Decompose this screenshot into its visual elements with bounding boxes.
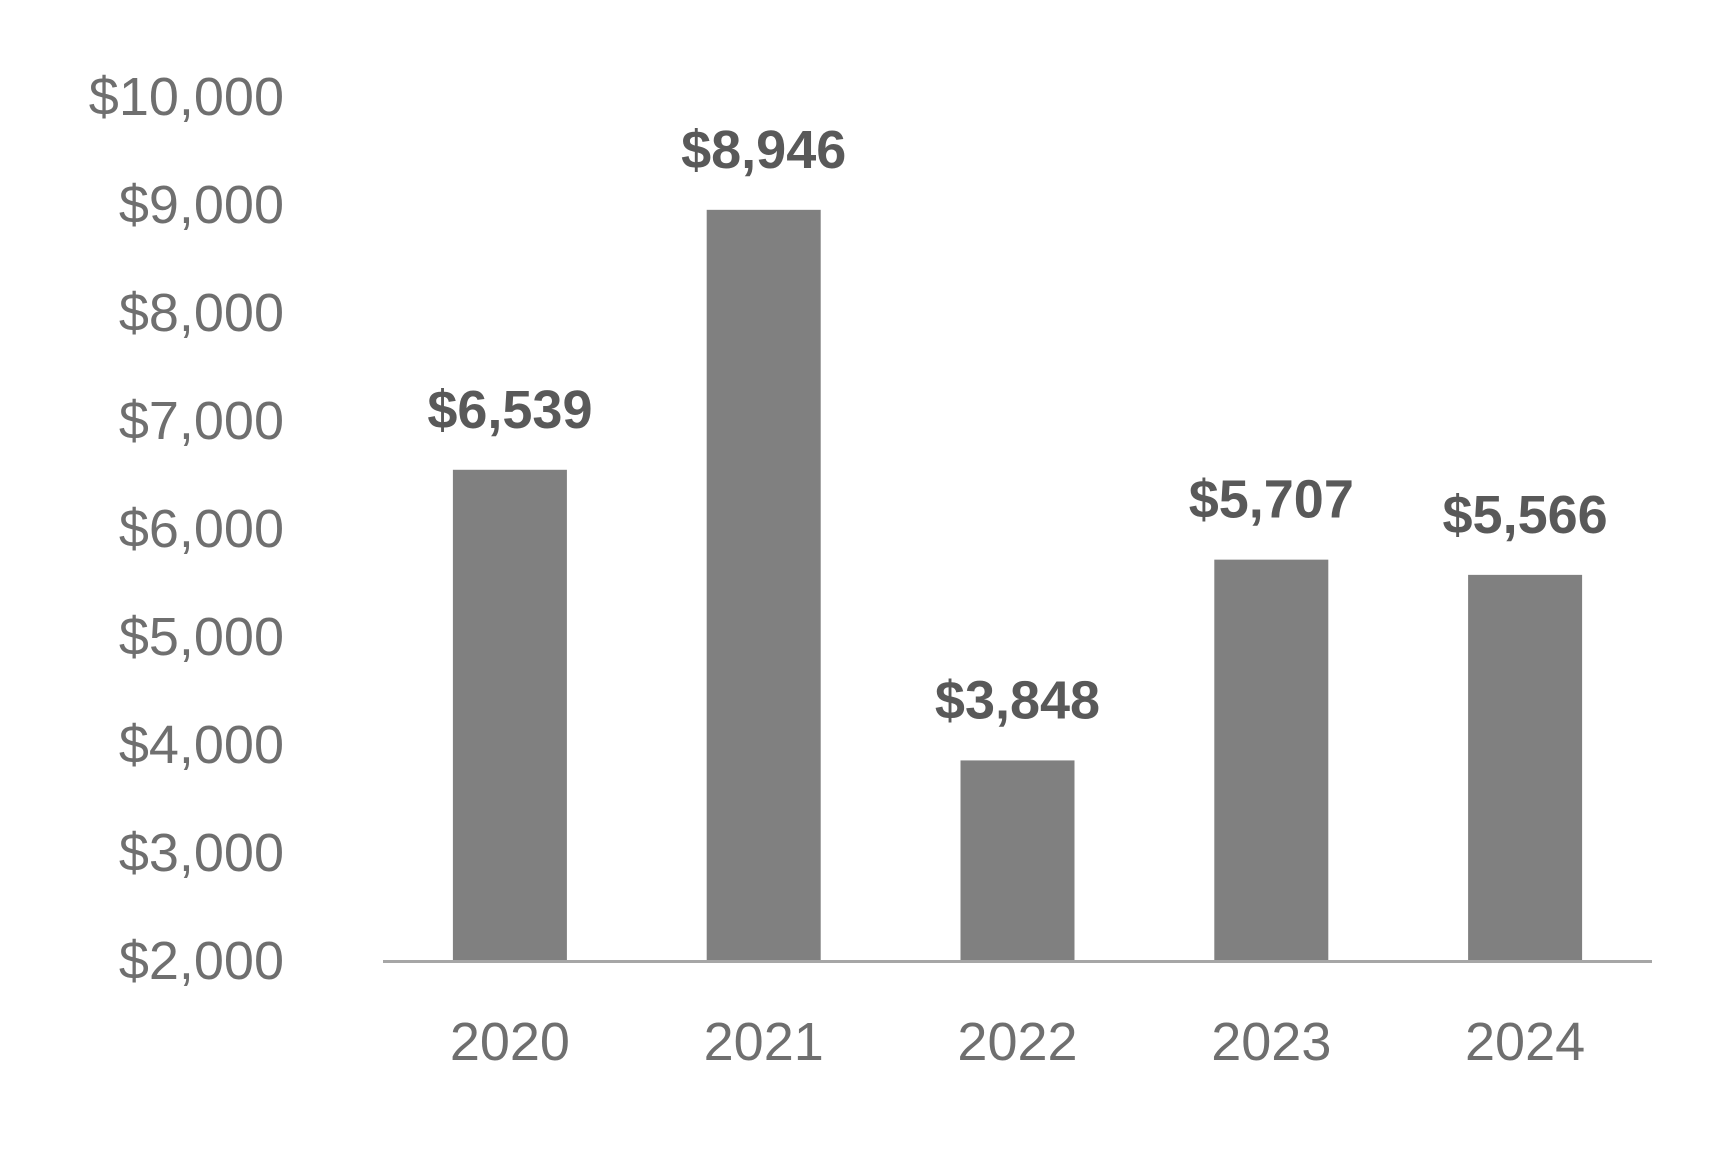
y-tick-label: $10,000 — [89, 67, 284, 127]
y-tick-label: $5,000 — [119, 607, 284, 667]
x-tick-label: 2021 — [704, 1012, 824, 1072]
bar-2020 — [452, 469, 567, 960]
data-label-2022: $3,848 — [935, 670, 1100, 730]
y-tick-label: $9,000 — [119, 175, 284, 235]
x-tick-label: 2022 — [957, 1012, 1077, 1072]
bar-2022 — [960, 760, 1075, 960]
x-tick-label: 2023 — [1211, 1012, 1331, 1072]
y-tick-label: $3,000 — [119, 823, 284, 883]
y-tick-label: $6,000 — [119, 499, 284, 559]
bar-2023 — [1214, 559, 1329, 960]
data-labels: $6,539 $8,946 $3,848 $5,707 $5,566 — [427, 120, 1607, 731]
bar-2024 — [1468, 574, 1583, 960]
y-tick-label: $8,000 — [119, 283, 284, 343]
y-tick-label: $4,000 — [119, 715, 284, 775]
bar-2021 — [706, 209, 821, 960]
data-label-2023: $5,707 — [1189, 470, 1354, 530]
bars — [452, 209, 1583, 960]
data-label-2024: $5,566 — [1443, 485, 1608, 545]
x-tick-label: 2020 — [450, 1012, 570, 1072]
data-label-2020: $6,539 — [427, 380, 592, 440]
y-tick-label: $7,000 — [119, 391, 284, 451]
y-tick-label: $2,000 — [119, 931, 284, 991]
x-axis: 2020 2021 2022 2023 2024 — [383, 960, 1652, 1072]
y-axis: $2,000 $3,000 $4,000 $5,000 $6,000 $7,000 $8,0… — [89, 67, 284, 991]
data-label-2021: $8,946 — [681, 120, 846, 180]
x-tick-label: 2024 — [1465, 1012, 1585, 1072]
